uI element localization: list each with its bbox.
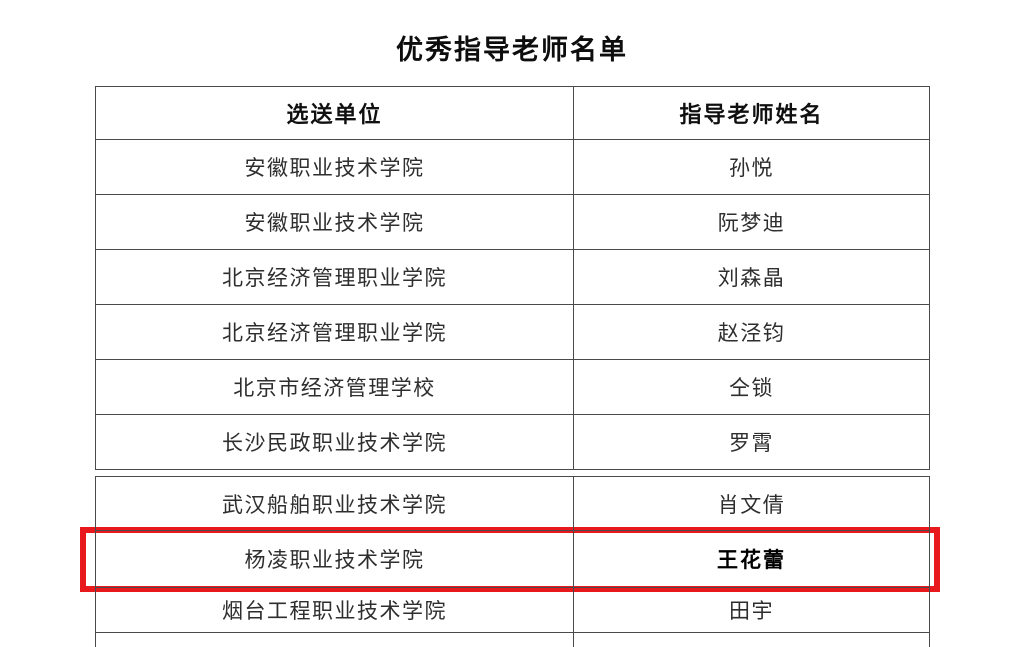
- unit-cell: 安徽职业技术学院: [95, 194, 574, 250]
- teacher-cell: 罗霄: [573, 414, 930, 470]
- teacher-table: 选送单位 指导老师姓名 安徽职业技术学院 孙悦 安徽职业技术学院 阮梦迪 北京经济管理职…: [95, 86, 930, 647]
- table-row: 武汉船舶职业技术学院 肖文倩: [95, 476, 930, 531]
- teacher-cell: 赵泾钧: [573, 304, 930, 360]
- unit-cell: 杨凌职业技术学院: [95, 530, 574, 588]
- col-header-teacher: 指导老师姓名: [573, 86, 930, 140]
- teacher-cell: 田宇: [573, 587, 930, 633]
- table-row: 安徽职业技术学院 阮梦迪: [95, 194, 930, 250]
- unit-cell: 北京经济管理职业学院: [95, 249, 574, 305]
- teacher-cell: 阮梦迪: [573, 194, 930, 250]
- table-row: [95, 632, 930, 647]
- teacher-cell: 王花蕾: [573, 530, 930, 588]
- teacher-cell: 仝锁: [573, 359, 930, 415]
- table-upper-segment: 选送单位 指导老师姓名 安徽职业技术学院 孙悦 安徽职业技术学院 阮梦迪 北京经济管理职…: [95, 86, 930, 470]
- table-row: 杨凌职业技术学院 王花蕾: [95, 530, 930, 588]
- col-header-unit: 选送单位: [95, 86, 574, 140]
- table-header-row: 选送单位 指导老师姓名: [95, 86, 930, 140]
- unit-cell: 武汉船舶职业技术学院: [95, 476, 574, 531]
- unit-cell: 安徽职业技术学院: [95, 139, 574, 195]
- page-title: 优秀指导老师名单: [396, 35, 628, 65]
- unit-cell: 北京经济管理职业学院: [95, 304, 574, 360]
- teacher-cell: 孙悦: [573, 139, 930, 195]
- unit-cell: 北京市经济管理学校: [95, 359, 574, 415]
- table-row: 北京经济管理职业学院 刘森晶: [95, 249, 930, 305]
- table-row: 北京市经济管理学校 仝锁: [95, 359, 930, 415]
- table-row: 安徽职业技术学院 孙悦: [95, 139, 930, 195]
- teacher-cell: 刘森晶: [573, 249, 930, 305]
- table-row: 长沙民政职业技术学院 罗霄: [95, 414, 930, 470]
- unit-cell: 长沙民政职业技术学院: [95, 414, 574, 470]
- table-row: 烟台工程职业技术学院 田宇: [95, 587, 930, 633]
- unit-cell: 烟台工程职业技术学院: [95, 587, 574, 633]
- unit-cell: [95, 632, 574, 647]
- teacher-cell: [573, 632, 930, 647]
- table-row: 北京经济管理职业学院 赵泾钧: [95, 304, 930, 360]
- table-lower-segment: 武汉船舶职业技术学院 肖文倩 杨凌职业技术学院 王花蕾 烟台工程职业技术学院 田宇: [95, 476, 930, 647]
- teacher-cell: 肖文倩: [573, 476, 930, 531]
